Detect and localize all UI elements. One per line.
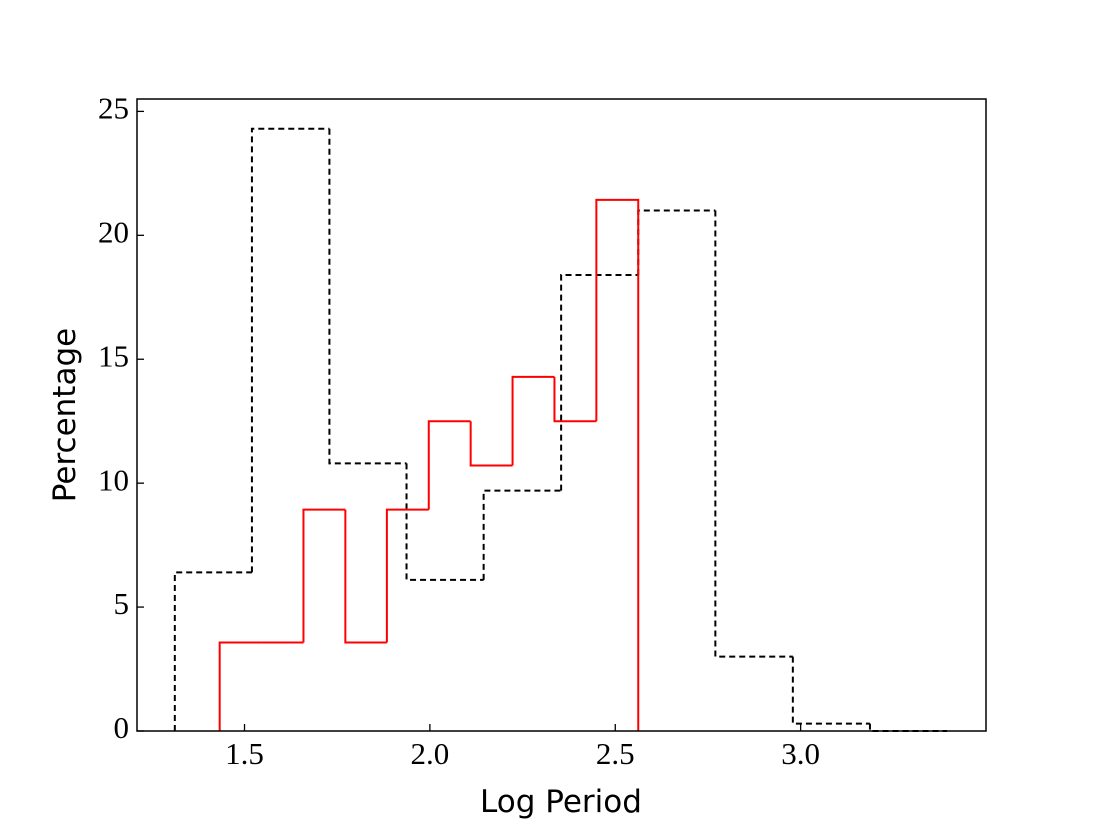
histogram-step bbox=[250, 127, 330, 573]
y-tick-label: 0 bbox=[114, 710, 130, 745]
histogram-step bbox=[595, 198, 640, 731]
histogram-step bbox=[405, 463, 484, 581]
y-axis-label: Percentage bbox=[47, 328, 83, 502]
histogram-step bbox=[560, 273, 639, 491]
histogram-step bbox=[714, 210, 793, 658]
histogram-step bbox=[218, 641, 262, 731]
plot-frame bbox=[136, 98, 987, 732]
histogram-step bbox=[791, 656, 870, 725]
histogram-step bbox=[868, 723, 948, 732]
y-tick-label: 5 bbox=[114, 586, 130, 621]
histogram-step bbox=[469, 421, 513, 467]
histogram-step bbox=[553, 376, 597, 423]
histogram-step bbox=[482, 489, 562, 580]
histogram-step bbox=[328, 128, 407, 465]
y-tick-label: 25 bbox=[98, 91, 129, 126]
y-tick-label: 15 bbox=[98, 338, 129, 373]
x-axis-label: Log Period bbox=[480, 784, 642, 820]
histogram-step bbox=[385, 508, 429, 643]
y-tick-label: 10 bbox=[98, 462, 129, 497]
histogram-step bbox=[511, 375, 555, 466]
x-tick-label: 3.0 bbox=[781, 736, 820, 771]
histogram-step bbox=[173, 571, 252, 731]
histogram-step bbox=[344, 509, 387, 644]
x-tick-label: 1.5 bbox=[225, 736, 264, 771]
histogram-step bbox=[637, 209, 716, 275]
histogram-step bbox=[302, 508, 346, 643]
x-tick-label: 2.5 bbox=[596, 736, 635, 771]
histogram-step bbox=[427, 420, 471, 510]
x-tick-label: 2.0 bbox=[411, 736, 450, 771]
y-tick-label: 20 bbox=[98, 214, 129, 249]
